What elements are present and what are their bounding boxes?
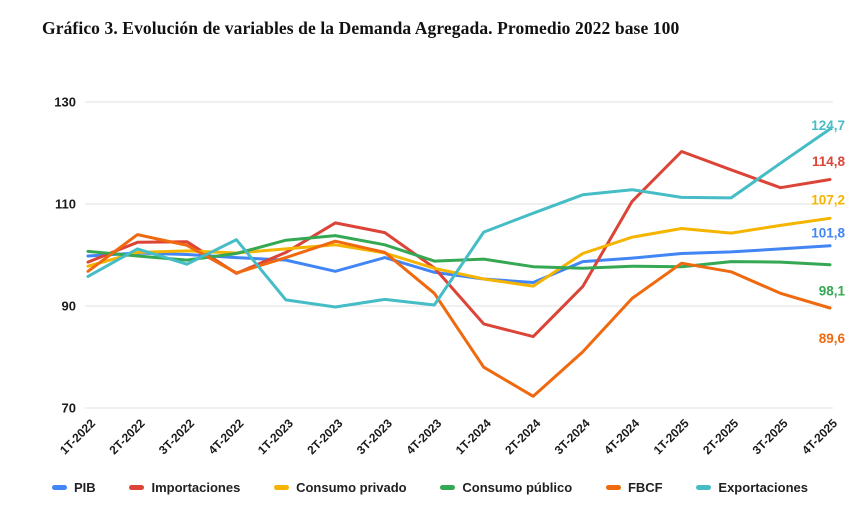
x-tick-label-2T-2023: 2T-2023: [304, 416, 345, 457]
legend-label-consumo-publico: Consumo público: [462, 480, 573, 495]
x-tick-label-2T-2025: 2T-2025: [700, 416, 741, 457]
y-tick-label-130: 130: [54, 95, 76, 110]
legend-item-exportaciones: Exportaciones: [696, 480, 808, 495]
chart-legend: PIB Importaciones Consumo privado Consum…: [52, 480, 808, 495]
x-tick-label-3T-2024: 3T-2024: [552, 416, 593, 457]
end-value-label-pib: 101,8: [811, 225, 845, 240]
series-line-exportaciones: [86, 127, 832, 309]
end-value-label-importaciones: 114,8: [812, 154, 846, 169]
x-tick-label-2T-2022: 2T-2022: [107, 416, 148, 457]
x-tick-label-1T-2022: 1T-2022: [57, 416, 98, 457]
x-tick-label-4T-2025: 4T-2025: [799, 416, 840, 457]
x-tick-label-3T-2023: 3T-2023: [354, 416, 395, 457]
legend-swatch-fbcf: [605, 485, 621, 490]
legend-label-importaciones: Importaciones: [151, 480, 241, 495]
end-value-label-consumo-público: 98,1: [819, 284, 846, 299]
series-line-consumo-público: [86, 234, 832, 270]
series-line-importaciones: [86, 150, 832, 339]
end-value-label-fbcf: 89,6: [819, 331, 846, 346]
legend-swatch-pib: [52, 485, 67, 490]
x-tick-label-3T-2025: 3T-2025: [750, 416, 791, 457]
legend-item-consumo-publico: Consumo público: [440, 480, 572, 495]
end-value-label-exportaciones: 124,7: [811, 118, 845, 133]
chart-title: Gráfico 3. Evolución de variables de la …: [42, 18, 680, 38]
legend-label-exportaciones: Exportaciones: [718, 480, 808, 495]
legend-swatch-importaciones: [129, 485, 145, 490]
x-tick-label-1T-2023: 1T-2023: [255, 416, 296, 457]
x-tick-label-4T-2024: 4T-2024: [601, 416, 642, 457]
legend-item-importaciones: Importaciones: [129, 480, 240, 495]
x-tick-label-4T-2022: 4T-2022: [205, 416, 246, 457]
legend-label-pib: PIB: [74, 480, 96, 495]
x-tick-label-1T-2024: 1T-2024: [453, 416, 494, 457]
x-tick-label-3T-2022: 3T-2022: [156, 416, 197, 457]
y-tick-label-110: 110: [55, 197, 76, 212]
legend-label-fbcf: FBCF: [627, 480, 663, 495]
series-line-fbcf: [86, 233, 832, 398]
legend-item-fbcf: FBCF: [605, 480, 663, 495]
legend-swatch-consumo-publico: [440, 485, 456, 490]
legend-swatch-exportaciones: [696, 485, 712, 490]
x-tick-label-4T-2023: 4T-2023: [403, 416, 444, 457]
legend-label-consumo-privado: Consumo privado: [296, 480, 407, 495]
legend-item-consumo-privado: Consumo privado: [274, 480, 407, 495]
legend-item-pib: PIB: [52, 480, 96, 495]
x-tick-label-1T-2025: 1T-2025: [651, 416, 692, 457]
x-tick-label-2T-2024: 2T-2024: [502, 416, 543, 457]
y-tick-label-70: 70: [62, 401, 76, 416]
end-value-label-consumo-privado: 107,2: [811, 192, 845, 207]
legend-swatch-consumo-privado: [274, 485, 290, 490]
y-tick-label-90: 90: [62, 299, 76, 314]
